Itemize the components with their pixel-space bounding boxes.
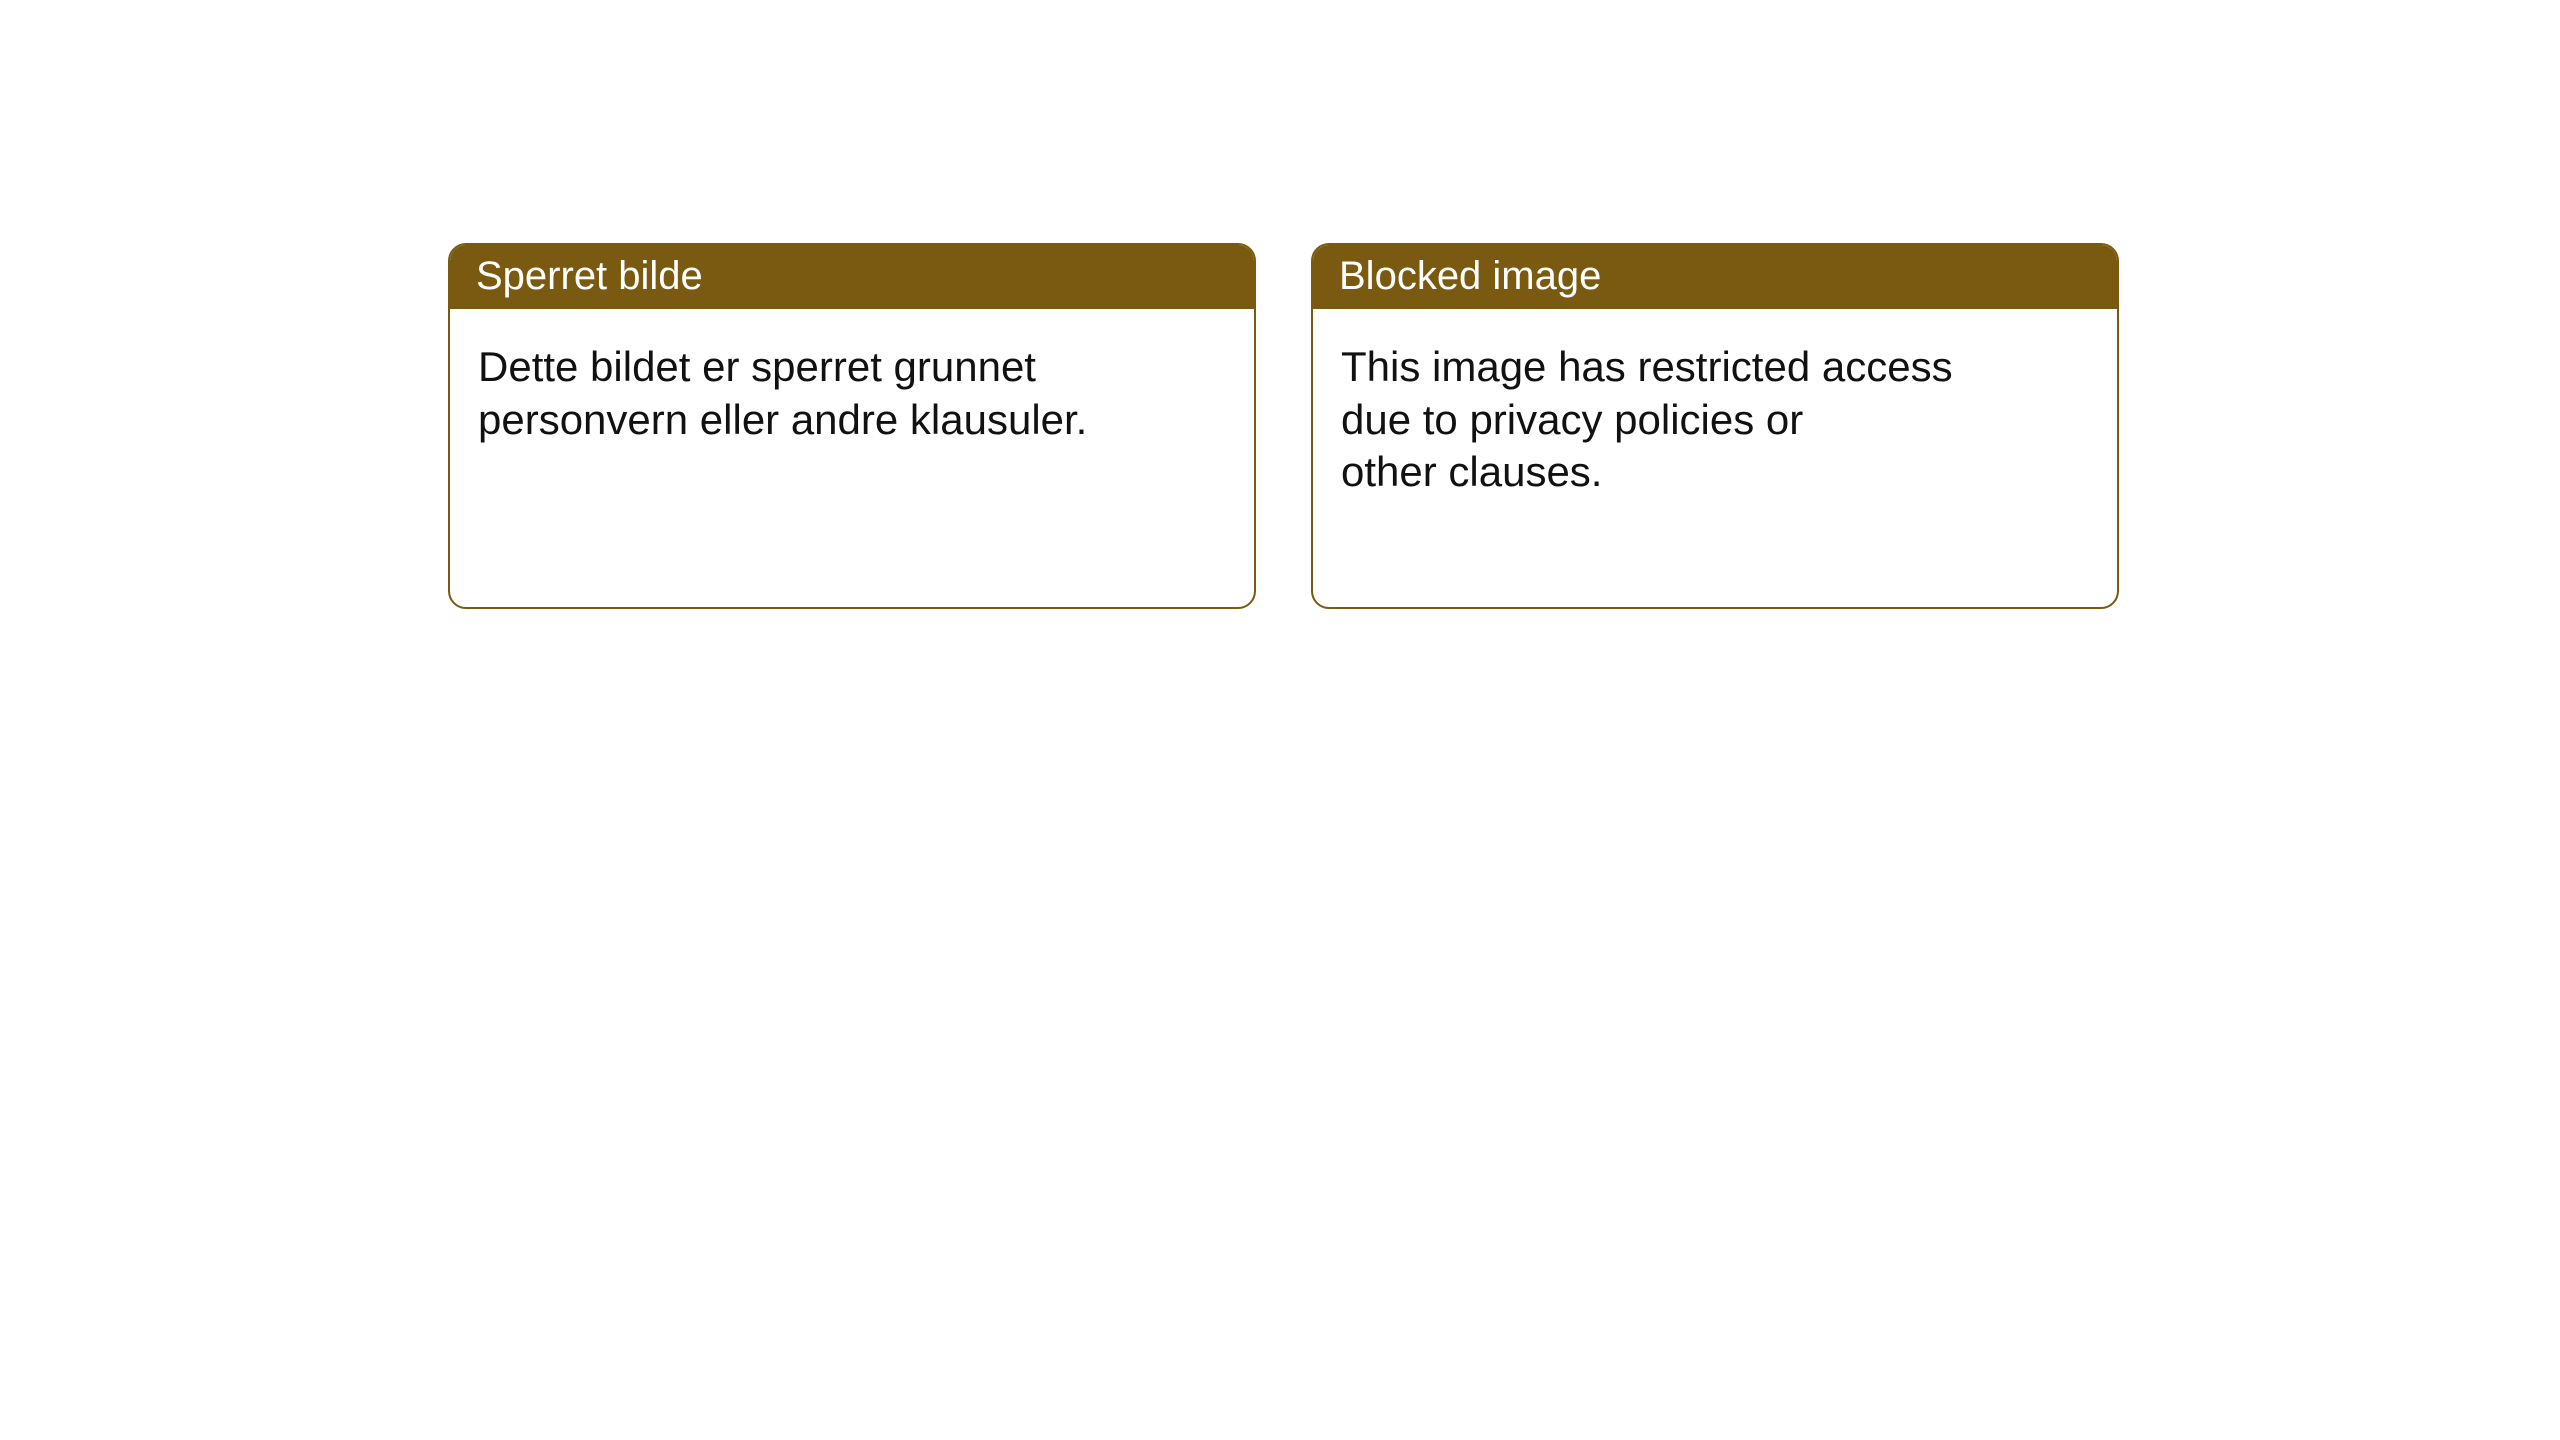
notice-body-no: Dette bildet er sperret grunnet personve… bbox=[450, 309, 1254, 607]
blocked-image-notice: Sperret bilde Dette bildet er sperret gr… bbox=[448, 243, 2119, 609]
notice-card-no: Sperret bilde Dette bildet er sperret gr… bbox=[448, 243, 1256, 609]
notice-title-en: Blocked image bbox=[1313, 245, 2117, 309]
notice-body-en: This image has restricted access due to … bbox=[1313, 309, 2117, 607]
notice-card-en: Blocked image This image has restricted … bbox=[1311, 243, 2119, 609]
notice-title-no: Sperret bilde bbox=[450, 245, 1254, 309]
